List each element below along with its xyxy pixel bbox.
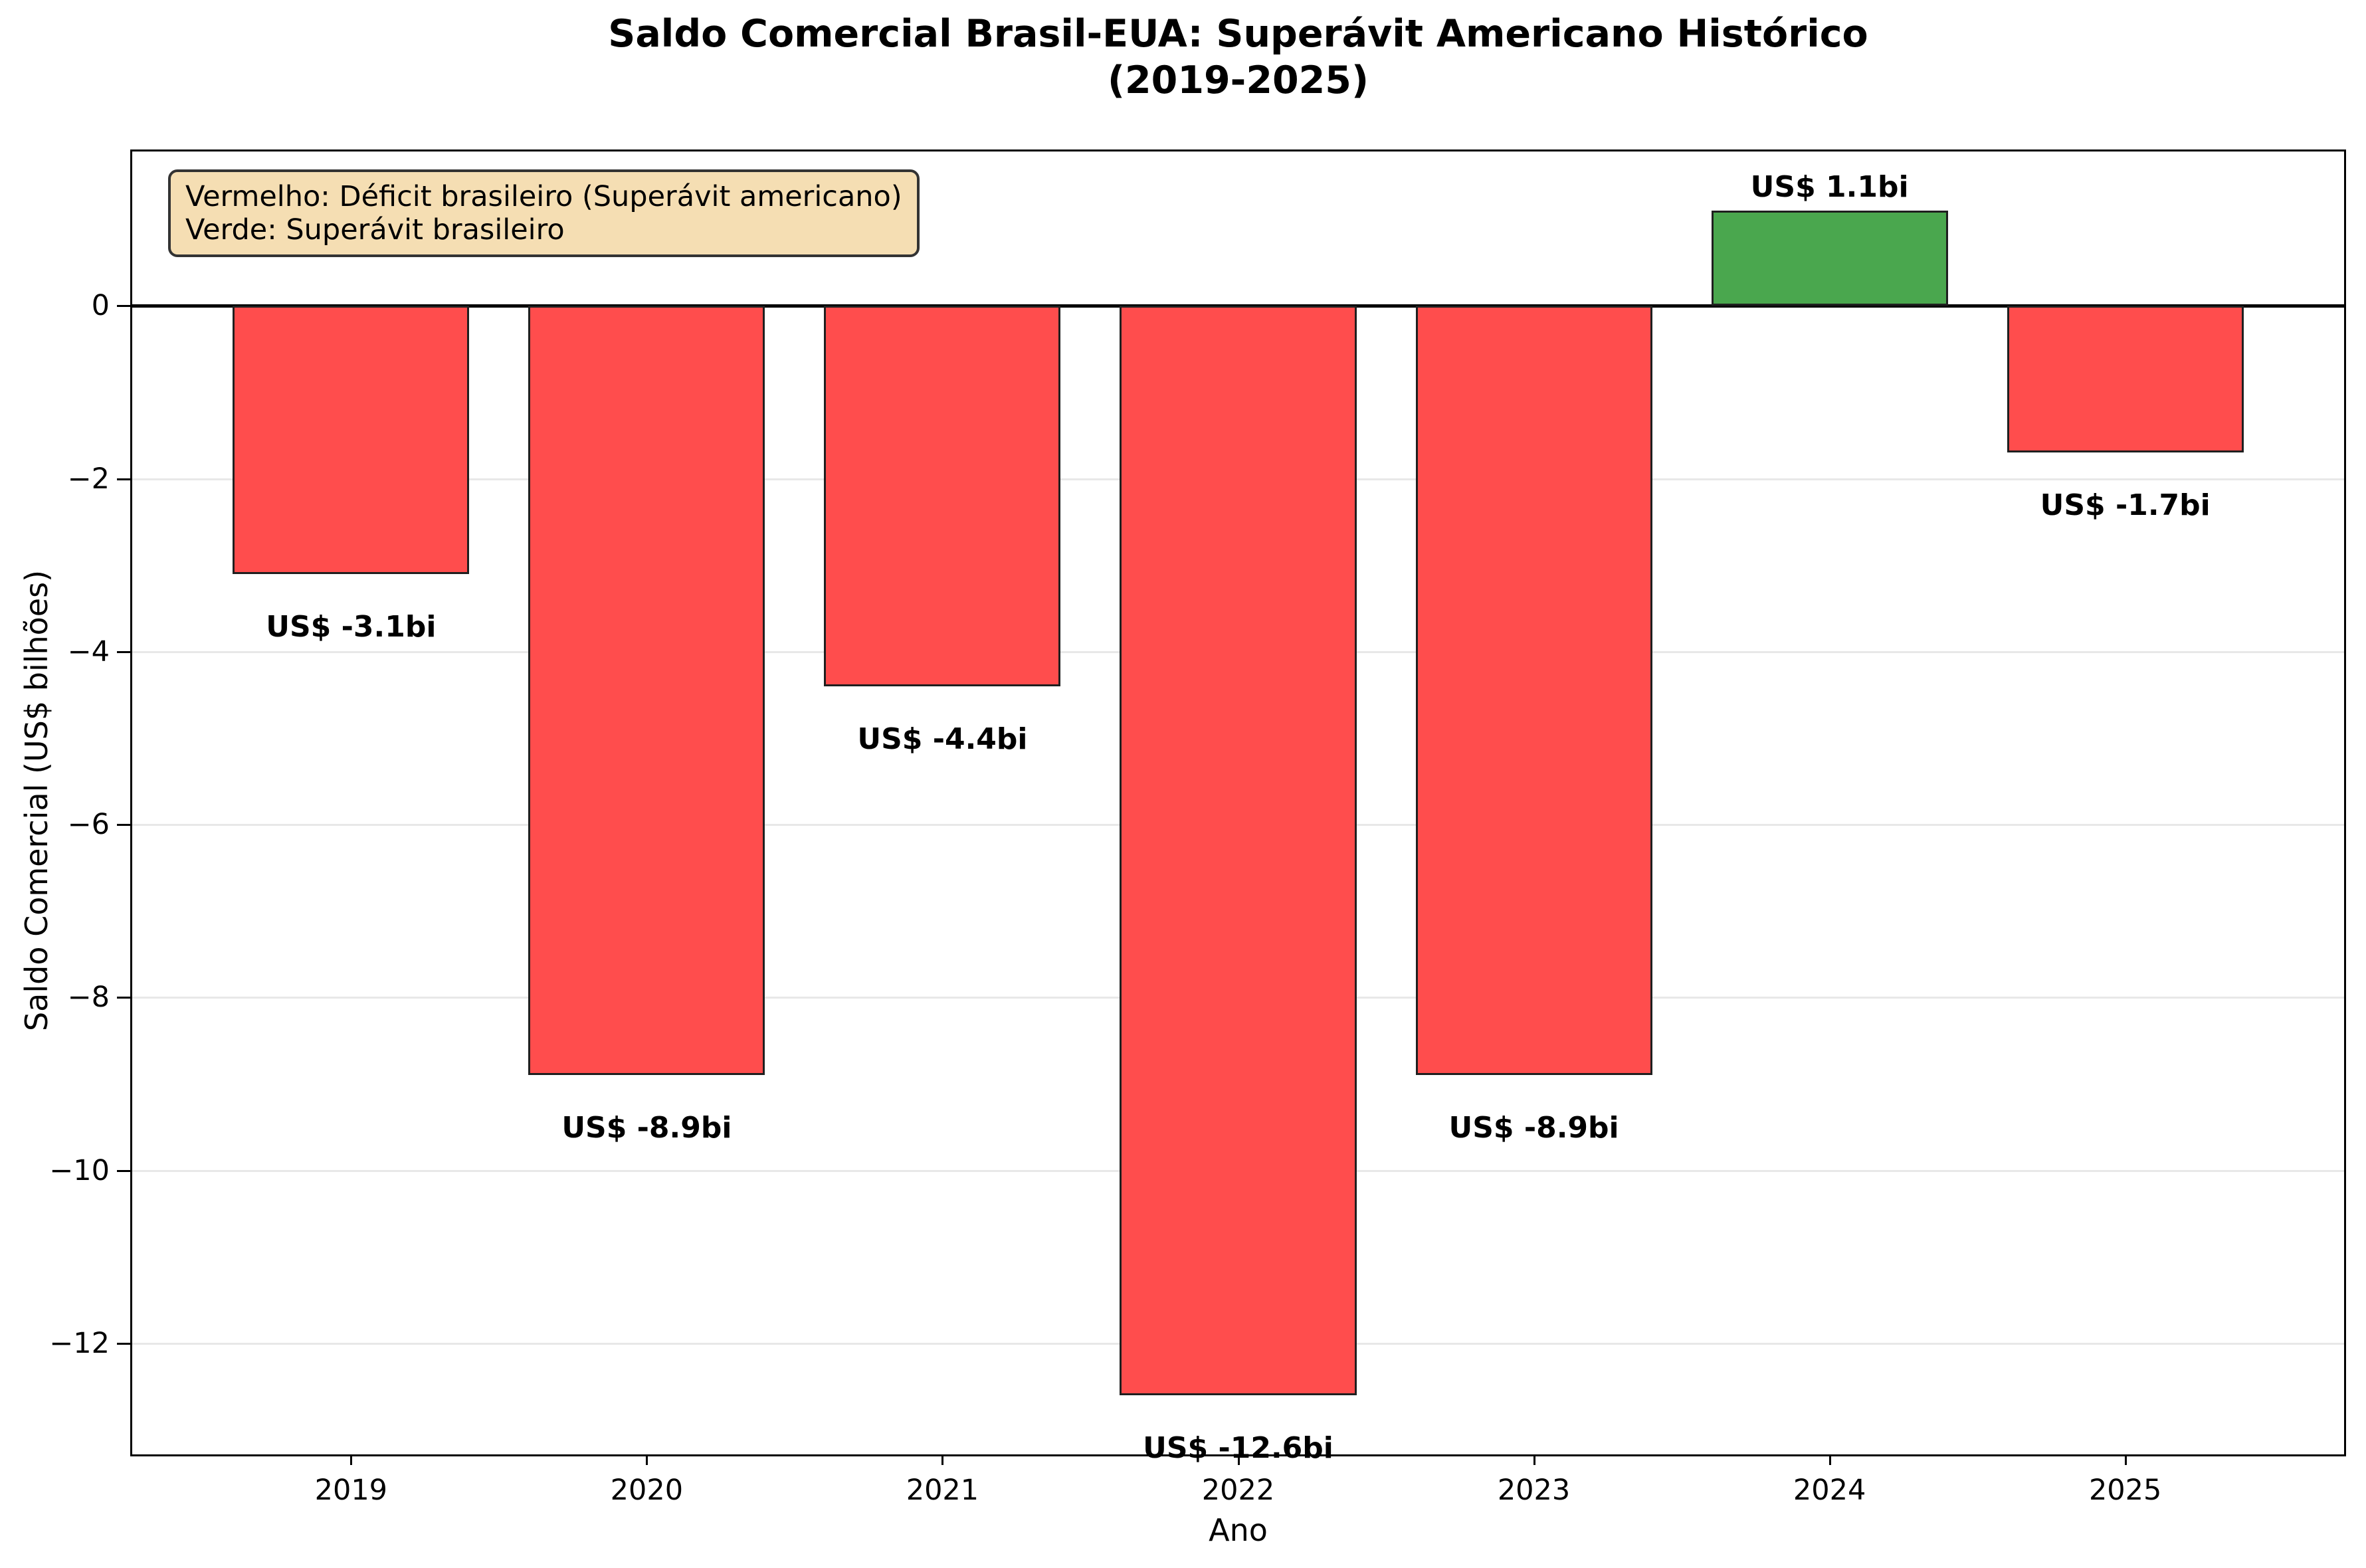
x-tick-label: 2023	[1497, 1474, 1571, 1507]
x-axis-label: Ano	[1209, 1512, 1268, 1548]
y-tick-label: −8	[67, 981, 110, 1015]
chart-title-line1: Saldo Comercial Brasil-EUA: Superávit Am…	[608, 12, 1868, 56]
bar-value-label: US$ -8.9bi	[1448, 1111, 1619, 1145]
x-tick	[350, 1454, 353, 1465]
y-axis-label: Saldo Comercial (US$ bilhões)	[19, 569, 54, 1032]
chart-title-line2: (2019-2025)	[1107, 58, 1369, 102]
x-tick-label: 2022	[1201, 1474, 1275, 1507]
x-tick-label: 2020	[610, 1474, 684, 1507]
bar-value-label: US$ -3.1bi	[266, 609, 437, 644]
bar-value-label: US$ -4.4bi	[857, 722, 1028, 756]
x-tick	[941, 1454, 944, 1465]
x-tick	[2124, 1454, 2127, 1465]
bar-2024	[1711, 211, 1948, 306]
y-tick-label: −12	[49, 1326, 110, 1360]
x-tick-label: 2025	[2088, 1474, 2162, 1507]
bar-value-label: US$ -8.9bi	[561, 1111, 732, 1145]
x-tick	[1237, 1454, 1240, 1465]
y-tick	[117, 824, 130, 827]
x-tick-label: 2019	[314, 1474, 388, 1507]
plot-area: US$ -3.1bi US$ -8.9bi US$ -4.4bi US$ -12.6b…	[49, 149, 2346, 1506]
legend-line-green: Verde: Superávit brasileiro	[185, 213, 565, 246]
bar-2021	[824, 306, 1061, 686]
y-tick	[117, 1169, 130, 1172]
y-tick-label: −10	[49, 1153, 110, 1187]
y-tick	[117, 1342, 130, 1345]
bar-value-label: US$ -1.7bi	[2040, 488, 2211, 523]
y-tick-label: −2	[67, 462, 110, 496]
x-tick-label: 2024	[1793, 1474, 1866, 1507]
bar-2023	[1415, 306, 1652, 1076]
y-tick-label: −4	[67, 635, 110, 668]
y-tick-label: 0	[91, 289, 110, 323]
y-tick	[117, 478, 130, 480]
bar-2025	[2007, 306, 2244, 453]
x-tick-label: 2021	[906, 1474, 979, 1507]
legend-box: Vermelho: Déficit brasileiro (Superávit …	[168, 169, 920, 257]
x-tick	[1828, 1454, 1831, 1465]
y-tick	[117, 305, 130, 308]
bar-2020	[528, 306, 765, 1076]
bar-2019	[233, 306, 470, 574]
x-tick	[646, 1454, 648, 1465]
bar-value-label: US$ 1.1bi	[1750, 170, 1909, 205]
y-tick	[117, 650, 130, 653]
x-tick	[1533, 1454, 1535, 1465]
y-tick	[117, 997, 130, 999]
y-tick-label: −6	[67, 808, 110, 842]
bar-2022	[1120, 306, 1357, 1395]
legend-line-red: Vermelho: Déficit brasileiro (Superávit …	[185, 180, 902, 213]
chart-title: Saldo Comercial Brasil-EUA: Superávit Am…	[130, 11, 2346, 104]
